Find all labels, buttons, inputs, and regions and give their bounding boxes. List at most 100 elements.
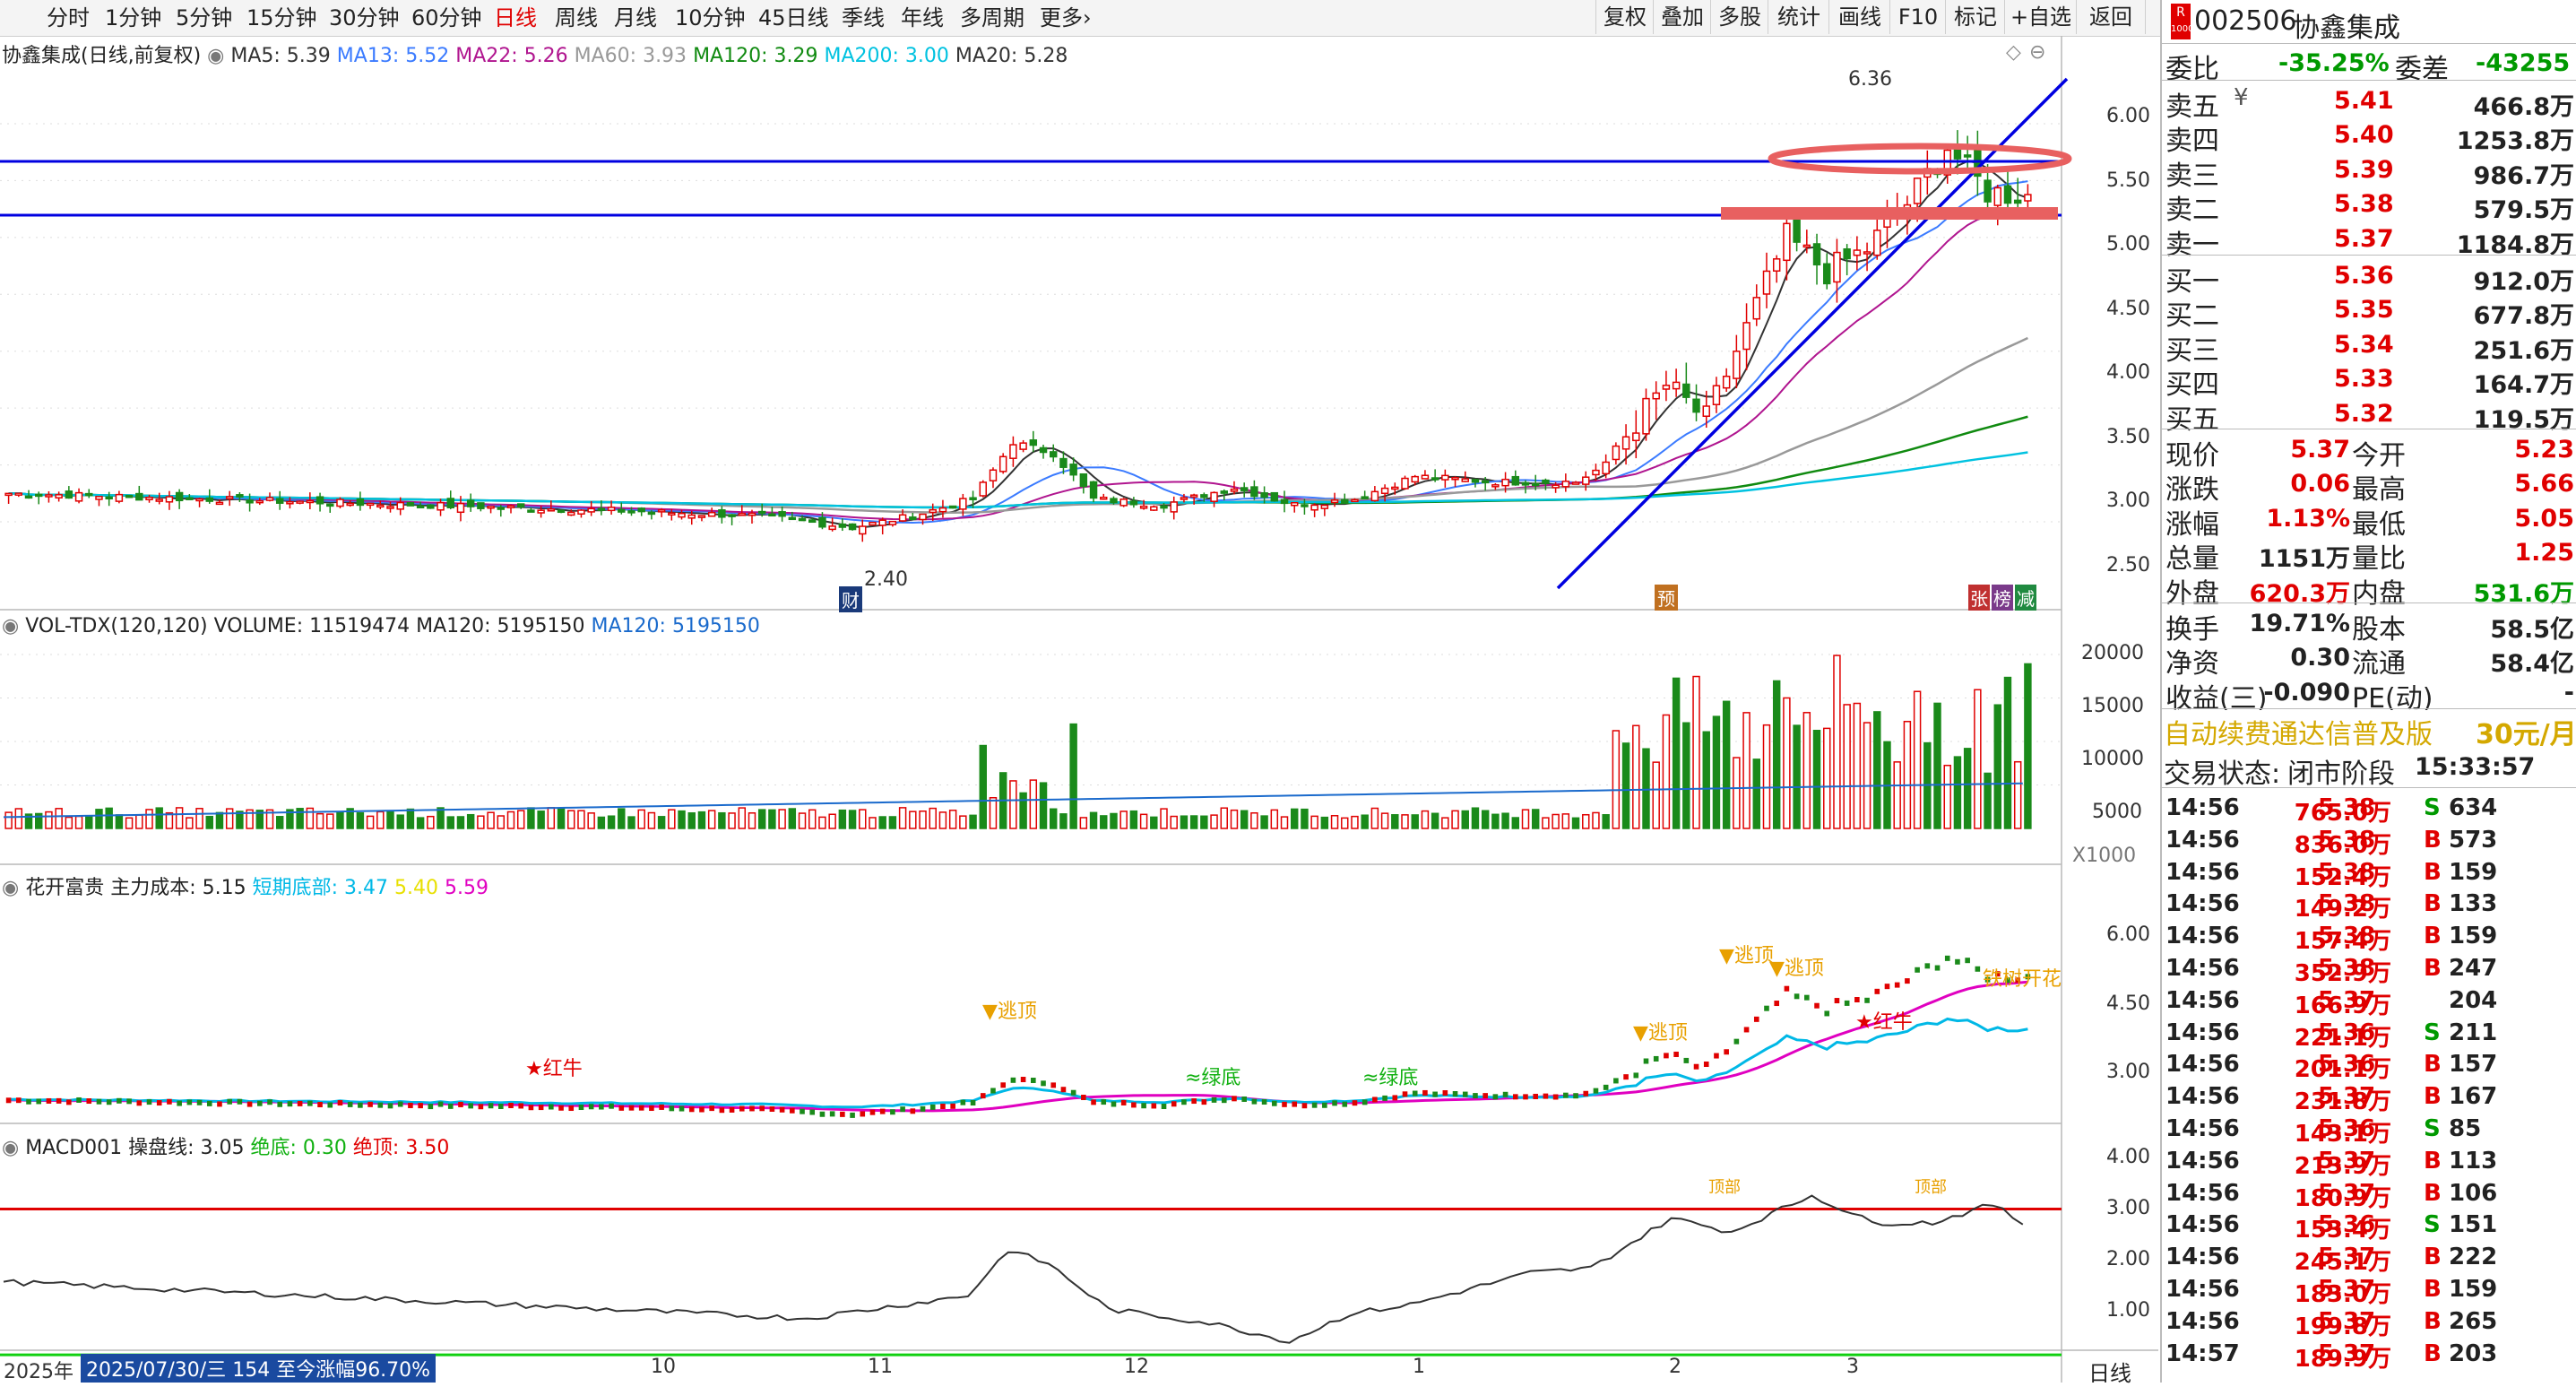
indicator-candle	[709, 1105, 714, 1112]
bid-row[interactable]: 买三 5.34 251.6万	[2162, 326, 2576, 367]
tick-row[interactable]: 14:56 5.38 152.4万 B 159	[2162, 855, 2576, 891]
candle-body	[959, 498, 967, 510]
stat-label: 最低	[2352, 508, 2406, 541]
tick-row[interactable]: 14:56 5.38 765.0万 S 634	[2162, 791, 2576, 827]
tick-row[interactable]: 14:57 5.37 189.9万 B 203	[2162, 1337, 2576, 1373]
indicator-candle	[1442, 1090, 1448, 1097]
period-label[interactable]: 日线	[2088, 1361, 2131, 1386]
fund-label: 换手	[2165, 614, 2219, 646]
tick-row[interactable]: 14:56 5.38 149.2万 B 133	[2162, 887, 2576, 923]
volume-bar	[1612, 730, 1621, 829]
tf-more[interactable]: 更多›	[1040, 4, 1092, 32]
tick-row[interactable]: 14:56 5.37 199.8万 B 265	[2162, 1305, 2576, 1340]
diamond-icon[interactable]: ◇	[2006, 41, 2021, 64]
tick-row[interactable]: 14:56 5.37 180.9万 B 106	[2162, 1176, 2576, 1212]
tf-season[interactable]: 季线	[842, 5, 885, 30]
stat-value: 5.23	[2514, 436, 2574, 464]
collapse-icon[interactable]: ◉	[2, 877, 20, 899]
multi-stock-button[interactable]: 多股	[1710, 0, 1768, 34]
candle-body	[718, 509, 726, 518]
tf-60min[interactable]: 60分钟	[411, 5, 482, 30]
stat-label: 涨跌	[2165, 474, 2219, 507]
tick-row[interactable]: 14:56 5.36 201.1万 B 157	[2162, 1047, 2576, 1083]
candle-body	[1150, 506, 1158, 511]
tick-row[interactable]: 14:56 5.36 221.1万 S 211	[2162, 1016, 2576, 1052]
chart-area[interactable]	[0, 36, 2158, 1383]
collapse-icon[interactable]: ◉	[2, 615, 20, 637]
stat-label: 内盘	[2352, 577, 2406, 610]
f10-button[interactable]: F10	[1889, 0, 1946, 34]
indicator-candle	[337, 1100, 343, 1106]
tf-30min[interactable]: 30分钟	[329, 5, 400, 30]
tick-row[interactable]: 14:56 5.36 153.4万 S 151	[2162, 1208, 2576, 1244]
volume-bar	[286, 809, 294, 829]
tick-row[interactable]: 14:56 5.38 157.4万 B 159	[2162, 919, 2576, 955]
candle-body	[1621, 436, 1630, 450]
ask-row[interactable]: 卖一 5.37 1184.8万	[2162, 221, 2576, 261]
finance-marker[interactable]: 财	[839, 586, 862, 612]
ask-row[interactable]: 卖五 ¥ 5.41 466.8万	[2162, 82, 2576, 123]
volume-bar	[135, 814, 143, 829]
indicator-candle	[1563, 1092, 1569, 1098]
tick-row[interactable]: 14:56 5.37 231.8万 B 167	[2162, 1079, 2576, 1115]
mark-button[interactable]: 标记	[1945, 0, 2005, 34]
reduce-marker[interactable]: 减	[2015, 585, 2036, 611]
tick-row[interactable]: 14:56 5.38 352.9万 B 247	[2162, 951, 2576, 987]
tick-time: 14:56	[2165, 890, 2240, 918]
tick-row[interactable]: 14:56 5.37 183.0万 B 159	[2162, 1272, 2576, 1308]
candle-body	[1682, 383, 1690, 398]
signal-label: ▼逃顶	[1719, 945, 1774, 967]
candle-body	[1702, 405, 1710, 417]
volume-bar	[938, 811, 947, 829]
tf-10min[interactable]: 10分钟	[675, 5, 746, 30]
bid-row[interactable]: 买四 5.33 164.7万	[2162, 360, 2576, 401]
candle-body	[728, 514, 736, 517]
volume-bar	[1110, 812, 1118, 829]
candle-body	[215, 501, 224, 506]
add-watchlist-button[interactable]: +自选	[2004, 0, 2077, 34]
collapse-icon[interactable]: ◉	[2, 1137, 20, 1159]
tick-row[interactable]: 14:56 5.37 166.9万 204	[2162, 984, 2576, 1019]
forecast-marker[interactable]: 预	[1655, 585, 1678, 611]
ma-circle-icon[interactable]: ◉	[207, 45, 225, 67]
limit-up-marker[interactable]: 张	[1968, 585, 1990, 611]
tf-45day[interactable]: 45日线	[758, 5, 829, 30]
ask-row[interactable]: 卖二 5.38 579.5万	[2162, 186, 2576, 226]
volume-bar	[1772, 680, 1781, 829]
collapse-icon[interactable]: ⊖	[2029, 41, 2046, 64]
ask-row[interactable]: 卖四 5.40 1253.8万	[2162, 117, 2576, 157]
tf-15min[interactable]: 15分钟	[246, 5, 317, 30]
overlay-button[interactable]: 叠加	[1653, 0, 1711, 34]
fund-row: 净资 0.30 流通 58.4亿	[2162, 639, 2576, 680]
tf-weekly[interactable]: 周线	[555, 5, 598, 30]
ask-row[interactable]: 卖三 5.39 986.7万	[2162, 152, 2576, 192]
tick-volume: 149.2万	[2294, 896, 2391, 923]
stats-button[interactable]: 统计	[1768, 0, 1829, 34]
bid-row[interactable]: 买五 5.32 119.5万	[2162, 395, 2576, 436]
back-button[interactable]: 返回	[2076, 0, 2146, 34]
billboard-marker[interactable]: 榜	[1992, 585, 2013, 611]
tf-5min[interactable]: 5分钟	[176, 5, 233, 30]
fuquan-button[interactable]: 复权	[1595, 0, 1654, 34]
tick-row[interactable]: 14:56 5.38 836.0万 B 573	[2162, 823, 2576, 859]
tf-multi[interactable]: 多周期	[960, 5, 1024, 30]
tick-row[interactable]: 14:56 5.37 213.9万 B 113	[2162, 1144, 2576, 1180]
volume-bar	[1621, 742, 1630, 829]
volume-bar	[1059, 813, 1068, 829]
tf-year[interactable]: 年线	[901, 5, 944, 30]
indicator-candle	[66, 1099, 72, 1105]
volume-bar	[45, 811, 53, 829]
draw-button[interactable]: 画线	[1828, 0, 1890, 34]
tick-row[interactable]: 14:56 5.36 143.1万 S 85	[2162, 1112, 2576, 1148]
main-chart-header: 协鑫集成(日线,前复权) ◉ MA5: 5.39 MA13: 5.52 MA22…	[2, 39, 1068, 68]
tick-row[interactable]: 14:56 5.37 245.1万 B 222	[2162, 1240, 2576, 1276]
promo-row[interactable]: 自动续费通达信普及版 30元/月	[2162, 710, 2576, 750]
bid-row[interactable]: 买一 5.36 912.0万	[2162, 257, 2576, 298]
volume-bar	[1330, 815, 1339, 829]
tf-daily[interactable]: 日线	[494, 5, 537, 30]
bid-row[interactable]: 买二 5.35 677.8万	[2162, 291, 2576, 332]
ask-price: 5.39	[2334, 155, 2394, 184]
tf-1min[interactable]: 1分钟	[105, 5, 162, 30]
tf-fenshi[interactable]: 分时	[47, 5, 90, 30]
tf-monthly[interactable]: 月线	[614, 5, 657, 30]
